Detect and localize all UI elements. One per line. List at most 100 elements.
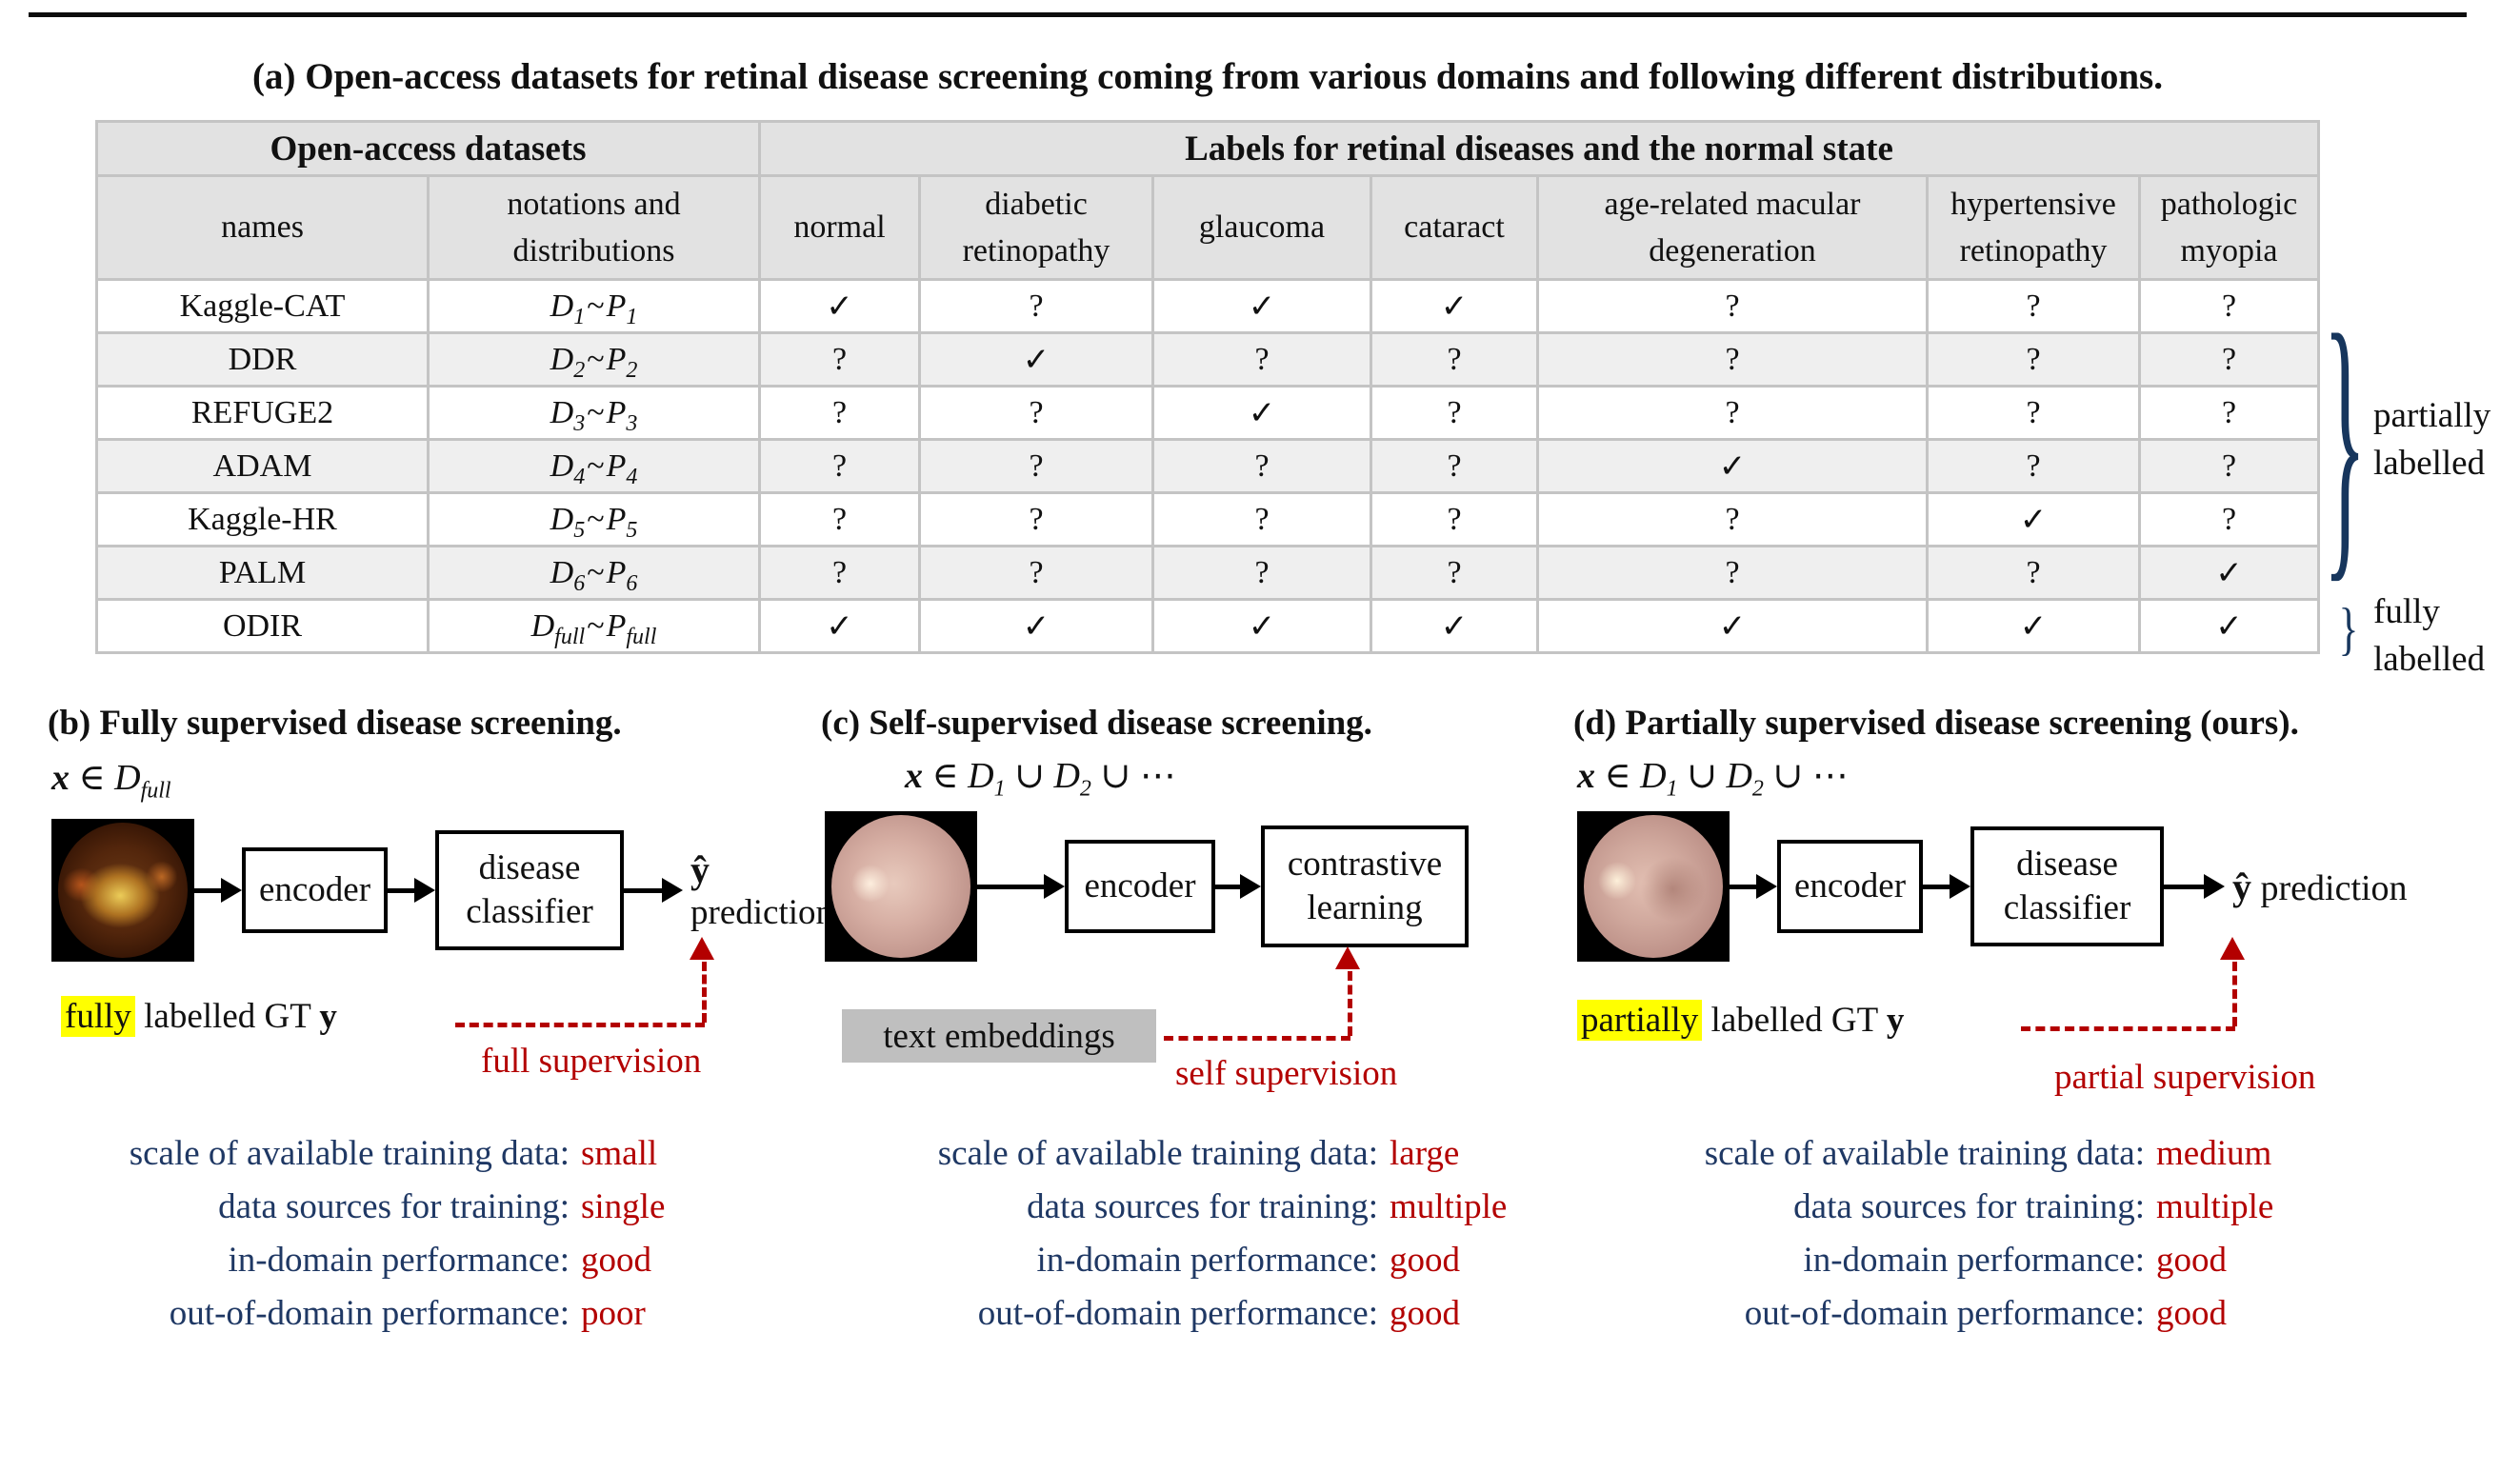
label-cell: ✓	[2141, 601, 2318, 651]
label-cell: ?	[1929, 281, 2138, 331]
arrow-right-icon	[194, 878, 242, 903]
label-cell: ?	[1539, 334, 1926, 385]
ground-truth-label-b: fully labelled GT y	[61, 996, 337, 1037]
group-header-labels: Labels for retinal diseases and the norm…	[761, 123, 2318, 174]
supervision-dashed-line	[2232, 962, 2237, 1026]
label-cell: ?	[2141, 334, 2318, 385]
stat-value: small	[581, 1134, 658, 1173]
label-cell: ✓	[1539, 441, 1926, 491]
stat-value: good	[1390, 1294, 1460, 1333]
dataset-name: Kaggle-HR	[98, 494, 427, 545]
fundus-image-d	[1577, 811, 1730, 962]
stats-list-c: scale of available training data: large …	[821, 1133, 1508, 1334]
stat-value: large	[1390, 1134, 1460, 1173]
stat-value: good	[581, 1241, 651, 1280]
label-cell: ?	[1372, 547, 1536, 598]
panel-c-pipeline: encoder contrastive learning	[825, 809, 1469, 964]
label-cell: ?	[921, 441, 1151, 491]
col-header-amd: age-related macular degeneration	[1539, 177, 1926, 278]
label-cell: ?	[2141, 388, 2318, 438]
stat-label: scale of available training data:	[1704, 1134, 2145, 1173]
label-cell: ✓	[1372, 601, 1536, 651]
stat-value: good	[2156, 1294, 2227, 1333]
panel-c-math: x ∈ D1 ∪ D2 ∪ ⋯	[905, 756, 1176, 802]
retina-photo-icon	[57, 822, 189, 959]
stat-label: data sources for training:	[1793, 1187, 2145, 1226]
table-column-header-row: names notations and distributions normal…	[98, 177, 2318, 278]
prediction-label: prediction	[690, 893, 834, 932]
panel-b-title: (b) Fully supervised disease screening.	[48, 704, 622, 743]
prediction-output: ŷ prediction	[683, 847, 833, 933]
col-header-glaucoma: glaucoma	[1154, 177, 1370, 278]
label-cell: ✓	[1929, 601, 2138, 651]
table-row: ODIR Dfull~Pfull ✓ ✓ ✓ ✓ ✓ ✓ ✓	[98, 601, 2318, 651]
dataset-notation: D3~P3	[430, 388, 758, 438]
stat-label: out-of-domain performance:	[1744, 1294, 2145, 1333]
text-embeddings-box: text embeddings	[842, 1009, 1156, 1063]
panel-d-pipeline: encoder disease classifier ŷ prediction	[1577, 809, 2408, 964]
col-header-pathologic-myopia: pathologic myopia	[2141, 177, 2318, 278]
gt-highlight: partially	[1577, 1000, 1703, 1041]
stat-label: data sources for training:	[218, 1187, 570, 1226]
col-header-hypertensive-retinopathy: hypertensive retinopathy	[1929, 177, 2138, 278]
stats-list-b: scale of available training data: small …	[48, 1133, 666, 1334]
label-cell: ?	[921, 494, 1151, 545]
supervision-label-c: self supervision	[1175, 1054, 1398, 1093]
dataset-notation: D1~P1	[430, 281, 758, 331]
label-cell: ?	[1539, 388, 1926, 438]
label-cell: ?	[921, 388, 1151, 438]
panel-d-title: (d) Partially supervised disease screeni…	[1573, 704, 2299, 743]
label-cell: ?	[761, 388, 918, 438]
disease-classifier-box: disease classifier	[435, 830, 624, 950]
prediction-symbol: ŷ	[2232, 865, 2251, 908]
supervision-dashed-line	[1348, 971, 1352, 1036]
stat-value: poor	[581, 1294, 646, 1333]
supervision-dashed-line	[2021, 1026, 2235, 1031]
table-row: Kaggle-CAT D1~P1 ✓ ? ✓ ✓ ? ? ?	[98, 281, 2318, 331]
label-cell: ✓	[921, 601, 1151, 651]
label-cell: ?	[761, 494, 918, 545]
label-cell: ✓	[921, 334, 1151, 385]
col-header-notations: notations and distributions	[430, 177, 758, 278]
fundus-image-c	[825, 811, 977, 962]
arrow-right-icon	[388, 878, 435, 903]
panel-c-title: (c) Self-supervised disease screening.	[821, 704, 1372, 743]
supervision-dashed-line	[1164, 1036, 1350, 1041]
label-cell: ?	[1154, 334, 1370, 385]
encoder-box: encoder	[1065, 840, 1215, 933]
col-header-diabetic-retinopathy: diabetic retinopathy	[921, 177, 1151, 278]
dataset-notation: Dfull~Pfull	[430, 601, 758, 651]
label-cell: ?	[921, 281, 1151, 331]
prediction-symbol: ŷ	[690, 848, 710, 891]
label-cell: ?	[1372, 334, 1536, 385]
gt-highlight: fully	[61, 996, 135, 1037]
arrow-right-icon	[1730, 874, 1777, 899]
retina-photo-icon	[831, 814, 970, 959]
stat-value: medium	[2156, 1134, 2272, 1173]
col-header-names: names	[98, 177, 427, 278]
arrow-right-icon	[2164, 874, 2225, 899]
stat-label: scale of available training data:	[937, 1134, 1378, 1173]
retina-photo-icon	[1584, 814, 1723, 959]
label-cell: ✓	[1539, 601, 1926, 651]
label-cell: ✓	[1154, 601, 1370, 651]
label-cell: ?	[761, 441, 918, 491]
col-header-normal: normal	[761, 177, 918, 278]
label-cell: ✓	[761, 281, 918, 331]
dataset-notation: D5~P5	[430, 494, 758, 545]
encoder-box: encoder	[1777, 840, 1923, 933]
table-row: PALM D6~P6 ? ? ? ? ? ? ✓	[98, 547, 2318, 598]
label-cell: ?	[2141, 494, 2318, 545]
stats-list-d: scale of available training data: medium…	[1573, 1133, 2274, 1334]
label-cell: ?	[1154, 547, 1370, 598]
partially-labelled-annotation: partially labelled	[2373, 396, 2491, 483]
label-cell: ?	[1539, 547, 1926, 598]
encoder-box: encoder	[242, 847, 388, 933]
table-row: DDR D2~P2 ? ✓ ? ? ? ? ?	[98, 334, 2318, 385]
dataset-notation: D4~P4	[430, 441, 758, 491]
label-cell: ✓	[2141, 547, 2318, 598]
stat-label: in-domain performance:	[228, 1241, 570, 1280]
stat-label: in-domain performance:	[1036, 1241, 1378, 1280]
col-header-cataract: cataract	[1372, 177, 1536, 278]
group-header-datasets: Open-access datasets	[98, 123, 758, 174]
